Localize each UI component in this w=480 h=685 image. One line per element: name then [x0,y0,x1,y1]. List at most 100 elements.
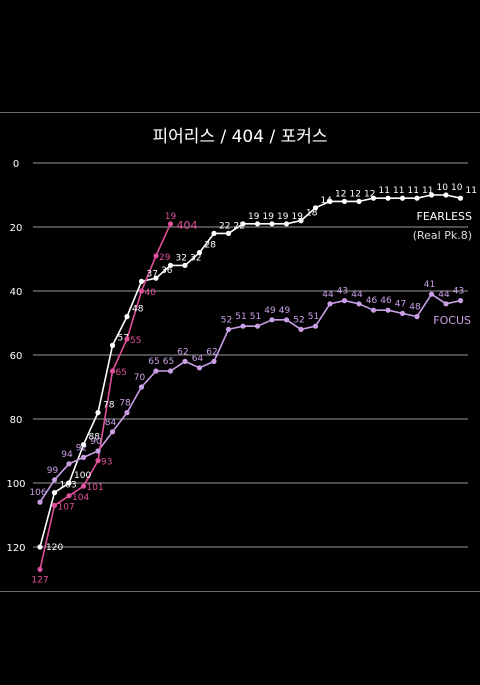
data-label-focus: 41 [424,280,435,290]
data-label-focus: 65 [163,357,174,367]
data-label-fearless: 57 [118,333,129,343]
data-point-focus [428,291,435,297]
data-label-fearless: 11 [393,186,404,196]
data-point-404 [124,336,130,342]
data-point-fearless [153,275,159,281]
data-point-fearless [312,205,319,211]
data-label-fearless: 12 [335,189,346,199]
data-label-focus: 47 [395,299,406,309]
series-line-focus [39,293,461,503]
data-point-focus [298,326,304,332]
data-label-focus: 43 [453,287,464,297]
data-point-focus [124,410,130,416]
data-point-fearless [37,544,43,550]
y-tick-label: 60 [10,351,23,362]
data-label-fearless: 103 [60,481,77,491]
data-point-fearless [109,342,116,348]
data-label-404: 127 [31,575,48,585]
data-label-focus: 94 [61,450,73,460]
data-label-fearless: 48 [132,305,144,315]
data-point-fearless [80,442,87,448]
data-label-focus: 106 [29,488,46,498]
data-point-focus [312,323,319,329]
data-point-fearless [385,195,391,201]
data-label-fearless: 11 [379,186,390,196]
series-sublabel-fearless: (Real Pk.8) [413,229,472,242]
data-label-focus: 44 [351,290,363,300]
data-point-fearless [167,262,174,268]
series-label-fearless: FEARLESS [417,210,473,223]
data-label-fearless: 19 [277,212,289,222]
data-label-404: 19 [165,212,177,222]
data-label-fearless: 19 [248,212,260,222]
data-label-404: 107 [58,502,75,512]
data-point-404 [51,502,58,508]
top-frame-line [0,112,480,113]
data-point-focus [254,323,261,329]
data-label-fearless: 12 [364,189,375,199]
data-label-fearless: 36 [161,266,173,276]
data-label-fearless: 32 [176,253,187,263]
data-label-focus: 49 [279,306,291,316]
data-point-fearless [66,480,72,486]
data-label-focus: 44 [438,290,450,300]
data-point-404 [138,288,145,294]
y-tick-label: 100 [6,479,25,490]
data-label-focus: 78 [119,399,131,409]
data-point-focus [385,307,391,313]
data-label-404: 101 [87,483,104,493]
data-label-fearless: 32 [190,253,201,263]
data-label-fearless: 11 [466,186,477,196]
data-label-404: 65 [116,368,127,378]
series-lines [39,194,461,570]
data-point-focus [414,314,420,320]
data-point-fearless [254,221,261,227]
data-point-fearless [428,192,435,198]
data-point-focus [443,301,449,307]
data-point-focus [109,429,116,435]
data-point-fearless [196,250,203,256]
data-label-focus: 51 [235,312,246,322]
data-point-focus [153,368,159,374]
data-point-focus [167,368,174,374]
data-point-fearless [51,490,58,496]
data-point-fearless [225,230,232,236]
chart-title: 피어리스 / 404 / 포커스 [153,127,328,147]
data-label-focus: 51 [308,312,319,322]
data-point-fearless [356,198,362,204]
data-point-fearless [240,221,246,227]
data-point-focus [196,365,203,371]
data-label-404: 29 [159,253,171,263]
data-label-fearless: 11 [422,186,433,196]
data-point-fearless [443,192,449,198]
y-tick-label: 40 [10,287,23,298]
data-point-fearless [211,230,217,236]
y-tick-label: 120 [6,543,25,554]
data-point-focus [269,317,275,323]
data-label-fearless: 100 [74,471,91,481]
data-label-focus: 49 [264,306,276,316]
data-label-focus: 62 [177,347,188,357]
data-point-fearless [327,198,333,204]
data-point-focus [240,323,246,329]
data-point-fearless [283,221,290,227]
data-point-404 [153,253,159,259]
data-point-404 [109,368,116,374]
data-label-fearless: 11 [408,186,419,196]
data-label-focus: 43 [337,287,348,297]
data-point-fearless [95,410,101,416]
data-label-focus: 64 [192,354,204,364]
y-tick-label: 80 [10,415,23,426]
data-point-fearless [341,198,348,204]
data-label-fearless: 28 [205,241,217,251]
data-label-focus: 51 [250,312,261,322]
data-label-focus: 62 [206,347,217,357]
series-label-404: 404 [177,219,198,232]
data-point-fearless [414,195,420,201]
data-label-fearless: 14 [321,196,333,206]
data-label-focus: 46 [380,296,392,306]
data-point-404 [80,483,87,489]
data-point-404 [37,566,43,573]
data-label-fearless: 10 [437,183,449,193]
data-point-404 [95,458,101,464]
